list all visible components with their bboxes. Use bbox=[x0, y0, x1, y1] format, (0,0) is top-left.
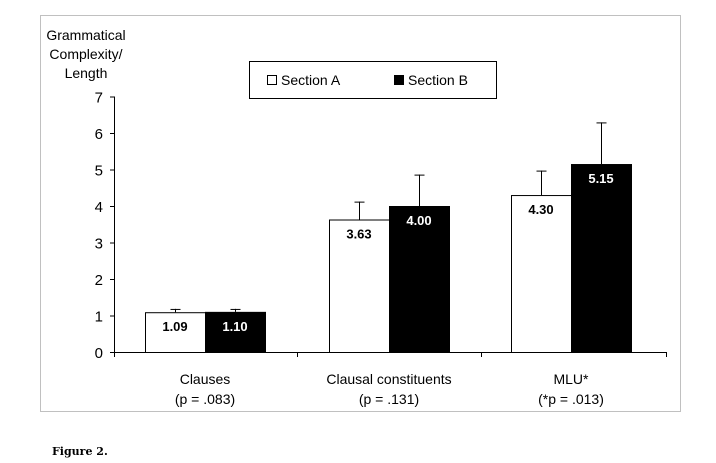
category-note-clauses: (p = .083) bbox=[175, 391, 235, 407]
y-tick-label-4: 4 bbox=[95, 199, 103, 216]
y-axis-title-line-3: Length bbox=[65, 65, 108, 81]
bar-section-b-2 bbox=[571, 164, 632, 353]
value-label-section-a-1: 3.63 bbox=[346, 227, 371, 242]
bar-section-b-1 bbox=[389, 206, 450, 353]
legend: Section A Section B bbox=[249, 61, 497, 99]
legend-swatch-section-a bbox=[267, 75, 277, 85]
category-note-mlu: (*p = .013) bbox=[538, 391, 604, 407]
category-note-clausal-constituents: (p = .131) bbox=[359, 391, 419, 407]
category-label-clausal-constituents: Clausal constituents bbox=[326, 371, 451, 387]
y-tick-label-2: 2 bbox=[95, 272, 103, 289]
x-axis-labels: Clauses (p = .083) Clausal constituents … bbox=[175, 371, 604, 407]
value-label-section-a-0: 1.09 bbox=[162, 319, 187, 334]
bar-section-a-2 bbox=[511, 195, 572, 353]
value-label-section-b-2: 5.15 bbox=[588, 171, 613, 186]
figure-caption: Figure 2. bbox=[52, 445, 108, 458]
y-axis-title-line-2: Complexity/ bbox=[49, 46, 122, 62]
legend-box bbox=[249, 61, 497, 99]
bar-section-a-0 bbox=[145, 312, 206, 353]
y-tick-label-3: 3 bbox=[95, 236, 103, 253]
y-tick-label-0: 0 bbox=[95, 345, 103, 362]
plot-area: 0 1 2 3 4 5 6 7 1.09 1.10 3.63 4.00 4.30 5.15 bbox=[95, 90, 667, 362]
legend-label-section-b: Section B bbox=[408, 72, 468, 88]
value-label-section-b-0: 1.10 bbox=[222, 319, 247, 334]
y-tick-label-5: 5 bbox=[95, 163, 103, 180]
legend-label-section-a: Section A bbox=[281, 72, 341, 88]
y-axis-title-line-1: Grammatical bbox=[46, 27, 125, 43]
value-label-section-b-1: 4.00 bbox=[406, 213, 431, 228]
legend-swatch-section-b bbox=[394, 75, 404, 85]
value-label-section-a-2: 4.30 bbox=[528, 202, 553, 217]
bar-section-b-0 bbox=[205, 311, 266, 354]
category-label-clauses: Clauses bbox=[180, 371, 231, 387]
y-tick-label-1: 1 bbox=[95, 309, 103, 326]
y-tick-label-6: 6 bbox=[95, 126, 103, 143]
category-label-mlu: MLU* bbox=[553, 371, 589, 387]
y-tick-label-7: 7 bbox=[95, 90, 103, 107]
